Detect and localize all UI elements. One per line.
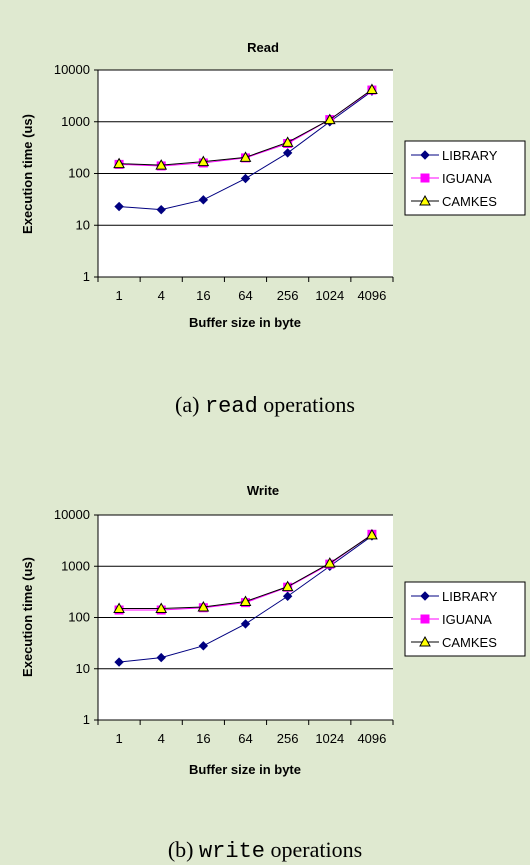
x-axis-label: Buffer size in byte bbox=[189, 315, 301, 330]
data-point bbox=[113, 157, 125, 169]
data-point bbox=[239, 151, 252, 162]
y-tick-label: 10 bbox=[76, 217, 90, 232]
y-tick-label: 100 bbox=[68, 166, 90, 181]
x-tick-label: 16 bbox=[196, 288, 210, 303]
data-point bbox=[282, 591, 293, 601]
y-tick-label: 100 bbox=[68, 610, 90, 625]
data-point bbox=[155, 159, 168, 170]
data-point bbox=[198, 641, 209, 651]
data-point bbox=[155, 602, 168, 613]
x-tick-label: 1024 bbox=[315, 288, 344, 303]
data-point bbox=[113, 602, 125, 613]
x-tick-label: 64 bbox=[238, 731, 252, 746]
legend-item: CAMKES bbox=[411, 194, 497, 209]
data-point bbox=[240, 173, 251, 184]
caption-a: (a) read operations bbox=[175, 392, 355, 419]
chart-title: Write bbox=[247, 483, 279, 498]
legend-item: LIBRARY bbox=[411, 589, 498, 604]
data-point bbox=[114, 657, 124, 667]
y-axis-label: Execution time (us) bbox=[20, 557, 35, 677]
legend-label: LIBRARY bbox=[442, 148, 498, 163]
y-tick-label: 10000 bbox=[54, 507, 90, 522]
legend-marker bbox=[420, 173, 430, 183]
data-point bbox=[323, 113, 336, 125]
y-tick-label: 1000 bbox=[61, 558, 90, 573]
data-point bbox=[240, 619, 251, 629]
x-tick-label: 1024 bbox=[315, 731, 344, 746]
x-tick-label: 4096 bbox=[357, 288, 386, 303]
chart-write: Write Execution time (us) Buffer size in… bbox=[20, 483, 526, 777]
legend: LIBRARY IGUANA CAMKES bbox=[404, 581, 526, 657]
data-point bbox=[281, 580, 294, 592]
data-point bbox=[282, 148, 293, 158]
x-tick-label: 256 bbox=[277, 288, 299, 303]
legend-item: LIBRARY bbox=[411, 148, 498, 163]
y-axis-label: Execution time (us) bbox=[20, 114, 35, 234]
x-tick-label: 64 bbox=[238, 288, 252, 303]
legend-item: CAMKES bbox=[411, 635, 497, 650]
legend-label: CAMKES bbox=[442, 635, 497, 650]
data-point bbox=[114, 201, 124, 212]
x-tick-label: 1 bbox=[115, 731, 122, 746]
x-tick-label: 16 bbox=[196, 731, 210, 746]
data-point bbox=[323, 557, 336, 568]
y-tick-label: 1 bbox=[83, 269, 90, 284]
legend-label: IGUANA bbox=[442, 612, 492, 627]
data-point bbox=[281, 136, 294, 147]
plot-area: 1 10 100 1000 10000 1 4 16 64 256 1024 4096 bbox=[54, 507, 394, 746]
x-tick-label: 1 bbox=[115, 288, 122, 303]
data-point bbox=[198, 195, 209, 205]
legend: LIBRARY IGUANA CAMKES bbox=[404, 140, 526, 216]
legend-label: IGUANA bbox=[442, 171, 492, 186]
legend-marker bbox=[420, 614, 430, 624]
x-tick-label: 4096 bbox=[357, 731, 386, 746]
x-tick-label: 4 bbox=[158, 731, 165, 746]
x-tick-label: 4 bbox=[158, 288, 165, 303]
data-point bbox=[239, 595, 252, 607]
x-axis-label: Buffer size in byte bbox=[189, 762, 301, 777]
data-point bbox=[366, 528, 378, 540]
x-tick-label: 256 bbox=[277, 731, 299, 746]
legend-marker bbox=[419, 635, 431, 647]
chart-read: Read Execution time (us) Buffer size in … bbox=[20, 40, 526, 330]
data-point bbox=[197, 155, 210, 167]
data-point bbox=[366, 83, 378, 94]
data-point bbox=[156, 652, 166, 663]
plot-area: 1 10 100 1000 10000 1 4 16 64 256 1024 4096 bbox=[54, 62, 394, 303]
y-tick-label: 10000 bbox=[54, 62, 90, 77]
caption-b: (b) write operations bbox=[168, 837, 362, 864]
legend-label: CAMKES bbox=[442, 194, 497, 209]
chart-title: Read bbox=[247, 40, 279, 55]
legend-marker bbox=[419, 194, 431, 206]
legend-marker bbox=[420, 150, 430, 160]
y-tick-label: 1000 bbox=[61, 114, 90, 129]
legend-item: IGUANA bbox=[411, 612, 492, 627]
legend-marker bbox=[420, 591, 430, 601]
y-tick-label: 10 bbox=[76, 661, 90, 676]
data-point bbox=[197, 601, 210, 612]
y-tick-label: 1 bbox=[83, 712, 90, 727]
series-camkes bbox=[113, 528, 378, 613]
data-point bbox=[156, 204, 166, 215]
legend-item: IGUANA bbox=[411, 171, 492, 186]
legend-label: LIBRARY bbox=[442, 589, 498, 604]
series-camkes bbox=[113, 83, 378, 170]
